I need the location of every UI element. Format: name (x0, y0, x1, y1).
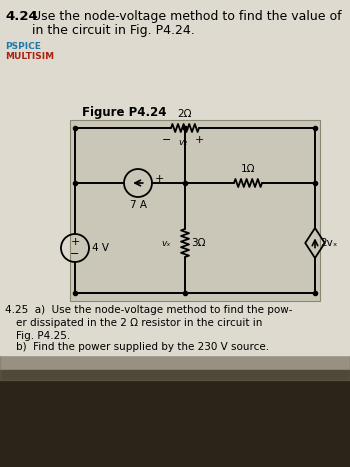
Text: Use the node-voltage method to find the value of: Use the node-voltage method to find the … (32, 10, 342, 23)
Bar (0, 340, 350, 380)
Text: Fig. P4.25.: Fig. P4.25. (16, 331, 70, 341)
Text: 2vₓ: 2vₓ (320, 238, 337, 248)
Text: MULTISIM: MULTISIM (5, 52, 54, 61)
Text: 4 V: 4 V (92, 243, 109, 253)
Text: 7 A: 7 A (130, 200, 147, 210)
Text: 4.25  a)  Use the node-voltage method to find the pow-: 4.25 a) Use the node-voltage method to f… (5, 305, 293, 315)
Text: 3Ω: 3Ω (191, 238, 205, 248)
Bar (0, 0, 350, 355)
Text: in the circuit in Fig. P4.24.: in the circuit in Fig. P4.24. (32, 24, 195, 37)
Text: 2Ω: 2Ω (178, 109, 192, 119)
Bar (0, 370, 350, 467)
Text: 4.24: 4.24 (5, 10, 38, 23)
FancyBboxPatch shape (70, 120, 320, 301)
Text: Figure P4.24: Figure P4.24 (82, 106, 167, 119)
Text: +: + (194, 135, 204, 145)
Text: 1Ω: 1Ω (241, 164, 255, 174)
Text: +: + (155, 174, 164, 184)
Text: v₂: v₂ (178, 138, 188, 147)
Text: vₓ: vₓ (162, 239, 171, 248)
Text: b)  Find the power supplied by the 230 V source.: b) Find the power supplied by the 230 V … (16, 342, 269, 352)
Text: −: − (70, 249, 80, 259)
Text: +: + (70, 237, 80, 247)
Text: −: − (162, 135, 172, 145)
Text: er dissipated in the 2 Ω resistor in the circuit in: er dissipated in the 2 Ω resistor in the… (16, 318, 262, 328)
Text: PSPICE: PSPICE (5, 42, 41, 51)
